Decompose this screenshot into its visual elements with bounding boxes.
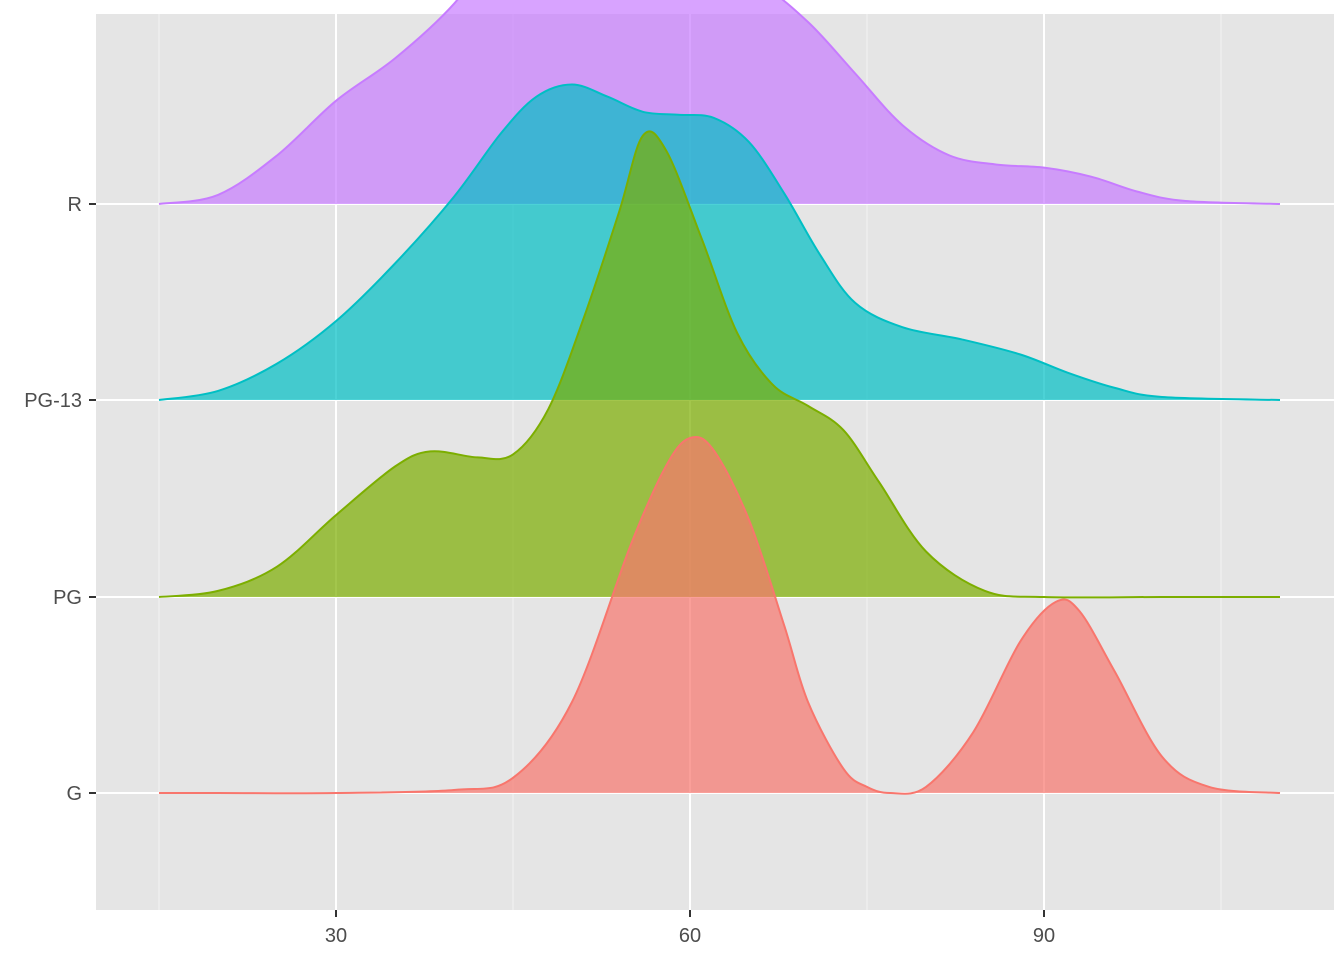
y-tick-label: PG xyxy=(53,587,82,609)
ridge-line-g xyxy=(159,435,1281,795)
ridge-line-pg xyxy=(158,130,1280,599)
x-axis: 30 60 90 xyxy=(325,910,1055,947)
x-tick-label: 90 xyxy=(1033,925,1055,947)
y-tick-label: G xyxy=(66,783,82,805)
ridge-fill-r xyxy=(159,0,1280,204)
ridge-line-r xyxy=(158,0,1281,205)
ridge-pg xyxy=(158,130,1280,599)
y-axis: G PG PG-13 R xyxy=(24,194,96,805)
x-tick-label: 30 xyxy=(325,925,347,947)
y-tick-label: R xyxy=(68,194,82,216)
x-tick-label: 60 xyxy=(679,925,701,947)
density-ridges xyxy=(158,0,1281,795)
ridge-fill-pg-13 xyxy=(159,84,1280,400)
ridge-g xyxy=(159,435,1281,795)
ridge-fill-g xyxy=(159,436,1280,794)
y-tick-label: PG-13 xyxy=(24,390,82,412)
ridge-pg-13 xyxy=(158,83,1281,401)
ridge-line-pg-13 xyxy=(158,83,1281,401)
ridge-fill-pg xyxy=(159,131,1280,598)
ridge-r xyxy=(158,0,1281,205)
